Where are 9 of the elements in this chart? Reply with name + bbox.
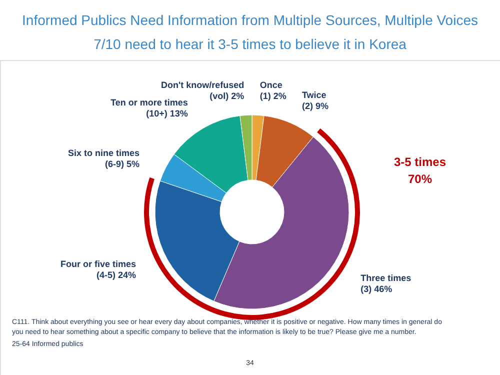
slice-label: Once (1) 2% [260,80,286,102]
chart-subtitle: 7/10 need to hear it 3-5 times to believe it in Korea [94,36,407,52]
chart-title: Informed Publics Need Information from Multiple Sources, Multiple Voices [22,12,478,28]
slice-label: Ten or more times (10+) 13% [110,97,188,118]
text: 3-5 times 70% [394,155,446,186]
slice-label: Six to nine times (6-9) 5% [68,148,140,170]
slice-label: Four or five times (4-5) 24% [60,258,136,280]
slice-label: Twice (2) 9% [302,90,328,112]
slice-label: Three times (3) 46% [360,272,412,294]
